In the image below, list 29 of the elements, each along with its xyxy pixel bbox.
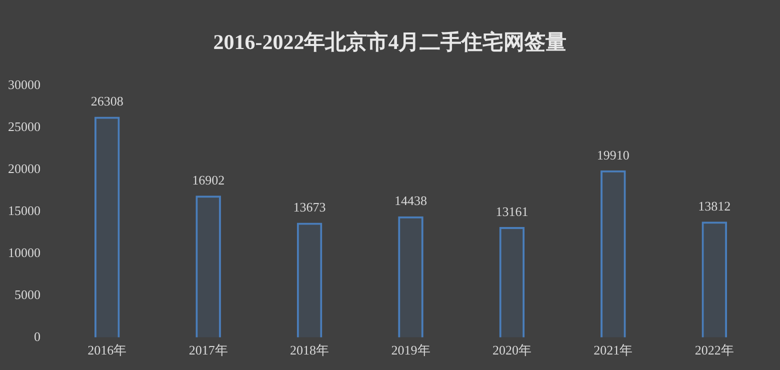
- y-tick-label: 30000: [8, 77, 40, 92]
- data-label: 13161: [496, 204, 528, 219]
- y-tick-label: 20000: [8, 161, 40, 176]
- chart-title: 2016-2022年北京市4月二手住宅网签量: [212, 29, 568, 56]
- x-tick-label: 2020年: [492, 342, 532, 358]
- data-label: 14438: [394, 193, 427, 208]
- x-tick-label: 2021年: [594, 342, 633, 358]
- x-tick-label: 2022年: [694, 342, 734, 358]
- data-label: 13673: [293, 200, 326, 215]
- bar: [94, 116, 120, 338]
- bar: [600, 170, 626, 338]
- y-tick-label: 15000: [8, 203, 40, 218]
- data-label: 16902: [192, 172, 225, 188]
- bar: [499, 227, 525, 338]
- data-label: 26308: [90, 94, 124, 109]
- data-label: 13812: [698, 198, 731, 214]
- y-tick-label: 25000: [8, 119, 40, 134]
- y-tick-label: 0: [34, 328, 40, 344]
- bar: [702, 222, 728, 338]
- bar: [196, 196, 221, 338]
- data-label: 19910: [596, 147, 630, 162]
- x-tick-label: 2018年: [290, 342, 330, 358]
- y-tick-label: 5000: [14, 286, 40, 302]
- x-tick-label: 2017年: [188, 342, 228, 358]
- x-tick-label: 2016年: [88, 342, 127, 358]
- bar: [398, 216, 424, 338]
- x-tick-label: 2019年: [391, 342, 430, 358]
- bar: [296, 222, 322, 338]
- y-tick-label: 10000: [8, 244, 40, 260]
